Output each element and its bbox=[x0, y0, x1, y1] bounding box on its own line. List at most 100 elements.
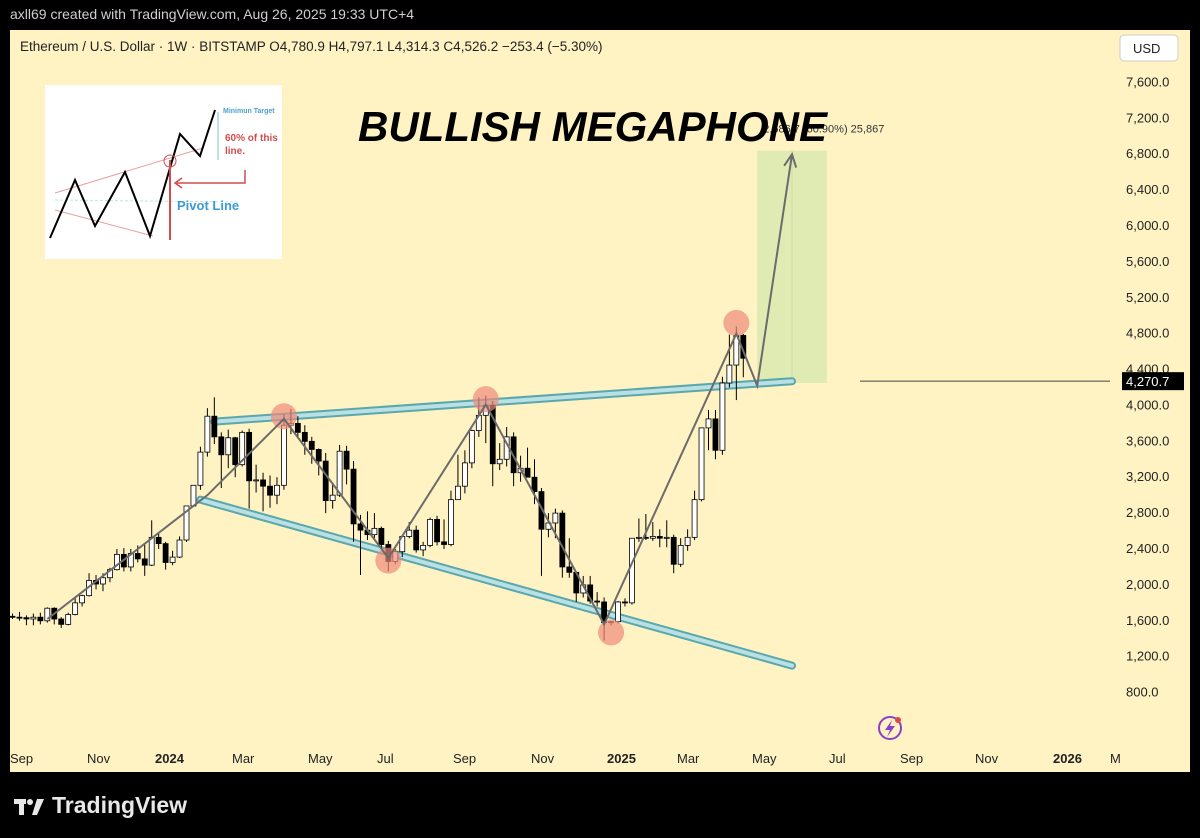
candle bbox=[691, 490, 698, 541]
candle-body bbox=[162, 543, 169, 563]
candle bbox=[204, 408, 211, 457]
x-tick-label: Mar bbox=[677, 751, 700, 766]
candle-body bbox=[413, 529, 420, 551]
x-tick-label: May bbox=[308, 751, 333, 766]
lightning-icon bbox=[878, 716, 902, 740]
candle bbox=[434, 515, 440, 546]
x-tick-label: May bbox=[752, 751, 777, 766]
y-tick-label: 7,600.0 bbox=[1126, 74, 1169, 89]
candle bbox=[538, 487, 545, 576]
candle bbox=[274, 477, 280, 505]
candle-body bbox=[712, 418, 719, 451]
y-tick-label: 6,400.0 bbox=[1126, 182, 1169, 197]
candle-body bbox=[357, 523, 364, 531]
inset-pct-label: 60% of this bbox=[225, 133, 278, 144]
candle-body bbox=[448, 499, 454, 545]
candle-body bbox=[190, 484, 197, 507]
candle-body bbox=[44, 607, 51, 622]
candle-body bbox=[378, 527, 385, 545]
candle-body bbox=[301, 431, 308, 442]
x-tick-label: Nov bbox=[531, 751, 555, 766]
candle bbox=[176, 536, 183, 558]
candle bbox=[371, 513, 378, 539]
tradingview-brand: TradingView bbox=[52, 792, 188, 818]
candle bbox=[44, 607, 51, 623]
candle-body bbox=[218, 436, 225, 456]
candle-body bbox=[9, 615, 16, 618]
candle-body bbox=[538, 491, 545, 530]
candle-body bbox=[155, 536, 162, 545]
candle-body bbox=[371, 527, 378, 536]
candle-body bbox=[294, 422, 301, 433]
candle bbox=[232, 436, 239, 478]
candle-body bbox=[468, 430, 475, 464]
candle bbox=[684, 529, 691, 551]
inset-min-target-label: Minimun Target bbox=[223, 108, 275, 115]
symbol-info: Ethereum / U.S. Dollar · 1W · BITSTAMP O… bbox=[20, 39, 603, 54]
inset-red-bracket bbox=[175, 170, 246, 184]
pivot-marker bbox=[270, 403, 297, 430]
candle-body bbox=[315, 449, 322, 462]
candle bbox=[427, 517, 434, 548]
x-tick-label: Sep bbox=[453, 751, 476, 766]
candle-body bbox=[239, 431, 246, 466]
candle-body bbox=[225, 437, 232, 456]
candle bbox=[622, 598, 628, 607]
candle-body bbox=[253, 479, 260, 482]
candle-body bbox=[79, 595, 85, 604]
y-tick-label: 1,200.0 bbox=[1126, 649, 1169, 664]
candle-body bbox=[148, 536, 155, 566]
inset-dotted-line bbox=[54, 199, 241, 203]
candle bbox=[705, 409, 712, 451]
candle-body bbox=[531, 476, 538, 492]
candle-body bbox=[141, 558, 148, 566]
inset-arrow-icon bbox=[173, 177, 183, 189]
candle bbox=[65, 612, 72, 626]
candle bbox=[636, 518, 642, 542]
candle bbox=[712, 409, 719, 460]
candle-body bbox=[705, 418, 712, 429]
y-tick-label: 2,400.0 bbox=[1126, 541, 1169, 556]
y-tick-label: 3,600.0 bbox=[1126, 433, 1169, 448]
candle bbox=[155, 532, 162, 550]
currency-button[interactable] bbox=[1119, 34, 1179, 62]
inset-zigzag bbox=[49, 109, 216, 240]
candle bbox=[357, 514, 364, 576]
candle-body bbox=[559, 512, 566, 568]
candle bbox=[246, 428, 253, 509]
candle bbox=[698, 427, 705, 502]
candle bbox=[524, 447, 531, 478]
candle bbox=[649, 522, 656, 541]
candle bbox=[23, 615, 30, 626]
candle-body bbox=[406, 529, 413, 537]
inset-upper-line bbox=[54, 147, 204, 194]
swing-path bbox=[46, 154, 794, 627]
tradingview-footer[interactable]: TradingView bbox=[14, 792, 187, 819]
candle bbox=[72, 596, 79, 616]
x-tick-label: Sep bbox=[10, 751, 33, 766]
x-tick-label: Nov bbox=[975, 751, 999, 766]
candle bbox=[378, 526, 385, 550]
x-tick-label: M bbox=[1110, 751, 1121, 766]
candle bbox=[615, 601, 621, 624]
tradingview-logo-icon bbox=[14, 796, 44, 816]
candle bbox=[448, 490, 454, 547]
candle-body bbox=[524, 467, 531, 478]
candle bbox=[315, 448, 322, 476]
lightning-bolt bbox=[885, 720, 895, 737]
x-tick-label: Nov bbox=[87, 751, 111, 766]
lightning-dot bbox=[895, 717, 901, 723]
candle-body bbox=[726, 364, 733, 384]
lower-trendline-inner bbox=[198, 497, 795, 668]
candle-body bbox=[211, 415, 218, 438]
price-chart[interactable]: 2,586.7 (60.90%) 25,867 7,600.0 7,200.0 6,8… bbox=[9, 30, 1190, 772]
candle bbox=[719, 376, 726, 455]
candle bbox=[441, 519, 447, 550]
candle-body bbox=[343, 450, 350, 470]
candle-body bbox=[322, 460, 329, 501]
y-tick-label: 7,200.0 bbox=[1126, 110, 1169, 125]
chart-frame[interactable]: 2,586.7 (60.90%) 25,867 7,600.0 7,200.0 6,8… bbox=[9, 30, 1190, 772]
candle-body bbox=[427, 518, 434, 546]
candle bbox=[343, 445, 350, 485]
y-tick-label: 4,000.0 bbox=[1126, 397, 1169, 412]
